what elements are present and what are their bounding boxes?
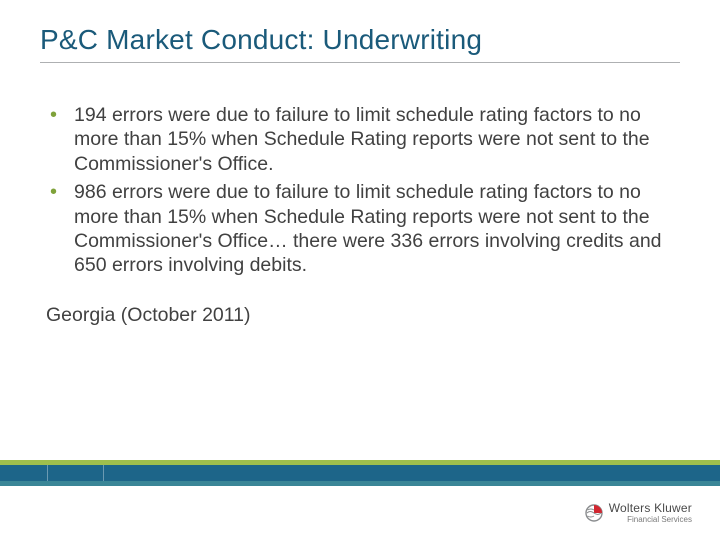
bar-segment [48,465,104,481]
bar-mid-stripe [0,465,720,481]
bar-segment [0,465,48,481]
bar-bot-stripe [0,481,720,486]
brand-text: Wolters Kluwer Financial Services [609,502,692,524]
page-title: P&C Market Conduct: Underwriting [40,24,680,56]
globe-icon [585,504,603,522]
brand-sub: Financial Services [627,516,692,524]
list-item: 986 errors were due to failure to limit … [46,180,680,278]
brand-logo: Wolters Kluwer Financial Services [585,502,692,524]
title-rule [40,62,680,63]
brand-main: Wolters Kluwer [609,502,692,514]
slide: P&C Market Conduct: Underwriting 194 err… [0,0,720,540]
bottom-bar [0,460,720,486]
footnote: Georgia (October 2011) [46,304,680,327]
list-item: 194 errors were due to failure to limit … [46,103,680,176]
bullet-list: 194 errors were due to failure to limit … [46,103,680,278]
bar-segment [104,465,160,481]
